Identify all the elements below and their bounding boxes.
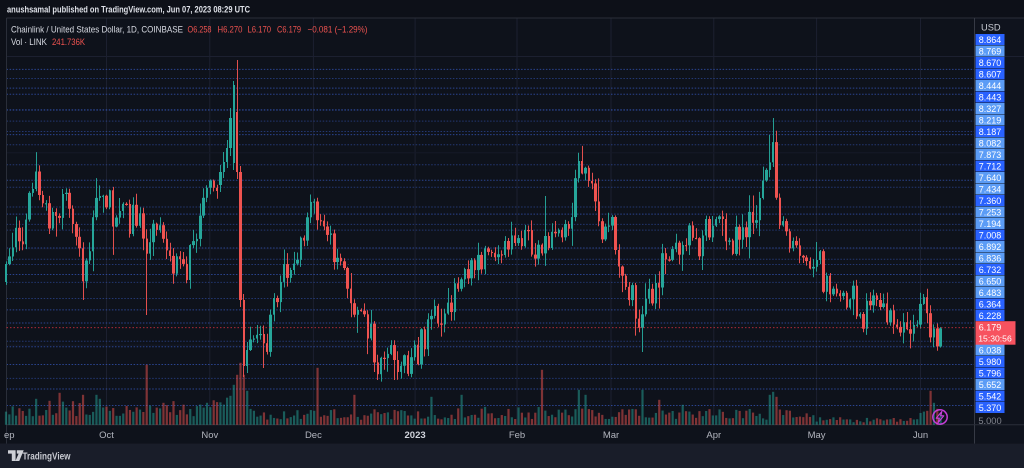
svg-text:8.864: 8.864 [979,35,1002,45]
svg-text:5.000: 5.000 [978,416,1001,426]
svg-text:7.434: 7.434 [979,184,1002,194]
svg-text:6.364: 6.364 [979,299,1002,309]
svg-text:Dec: Dec [305,430,322,441]
svg-text:6.650: 6.650 [979,276,1002,286]
svg-text:−0.081 (−1.29%): −0.081 (−1.29%) [308,25,368,35]
svg-text:8.670: 8.670 [979,58,1002,68]
svg-text:5.652: 5.652 [979,380,1002,390]
svg-text:7.194: 7.194 [979,219,1002,229]
svg-text:8.327: 8.327 [979,104,1002,114]
svg-text:6.732: 6.732 [979,265,1002,275]
svg-text:Apr: Apr [706,430,721,441]
svg-text:Chainlink / United States Doll: Chainlink / United States Dollar, 1D, CO… [11,25,183,35]
svg-text:Vol · LINK: Vol · LINK [11,37,47,47]
svg-text:C6.179: C6.179 [277,25,301,35]
svg-text:Nov: Nov [201,430,218,441]
svg-text:8.219: 8.219 [979,115,1002,125]
svg-text:7.253: 7.253 [979,207,1002,217]
svg-text:5.796: 5.796 [979,368,1002,378]
svg-text:8.444: 8.444 [979,81,1002,91]
svg-text:6.483: 6.483 [979,288,1002,298]
svg-text:ep: ep [4,430,15,441]
svg-text:15:30:56: 15:30:56 [978,334,1012,344]
svg-text:5.370: 5.370 [979,403,1002,413]
svg-text:7.873: 7.873 [979,150,1002,160]
svg-text:Mar: Mar [603,430,619,441]
svg-text:241.736K: 241.736K [52,37,85,47]
svg-text:7.712: 7.712 [979,161,1002,171]
svg-text:6.179: 6.179 [979,322,1002,332]
svg-text:6.836: 6.836 [979,253,1002,263]
svg-text:H6.270: H6.270 [218,25,243,35]
svg-text:7.008: 7.008 [979,230,1002,240]
svg-text:7.640: 7.640 [979,173,1002,183]
svg-text:8.607: 8.607 [979,69,1002,79]
svg-text:5.980: 5.980 [979,357,1002,367]
svg-text:7.360: 7.360 [979,196,1002,206]
svg-text:2023: 2023 [405,430,426,441]
svg-text:O6.258: O6.258 [188,25,212,35]
svg-text:USD: USD [981,23,1001,33]
svg-text:8.443: 8.443 [979,92,1002,102]
svg-text:anushsamal published on Tradin: anushsamal published on TradingView.com,… [7,5,250,15]
svg-text:5.542: 5.542 [979,391,1002,401]
svg-text:Jun: Jun [913,430,928,441]
svg-text:6.038: 6.038 [979,345,1002,355]
svg-text:Oct: Oct [99,430,114,441]
svg-text:8.187: 8.187 [979,127,1002,137]
svg-text:TradingView: TradingView [23,452,71,463]
svg-text:6.892: 6.892 [979,242,1002,252]
svg-text:Feb: Feb [509,430,525,441]
svg-text:L6.170: L6.170 [248,25,272,35]
svg-text:May: May [808,430,826,441]
svg-text:8.769: 8.769 [979,46,1002,56]
svg-text:8.082: 8.082 [979,138,1002,148]
svg-text:6.228: 6.228 [979,311,1002,321]
